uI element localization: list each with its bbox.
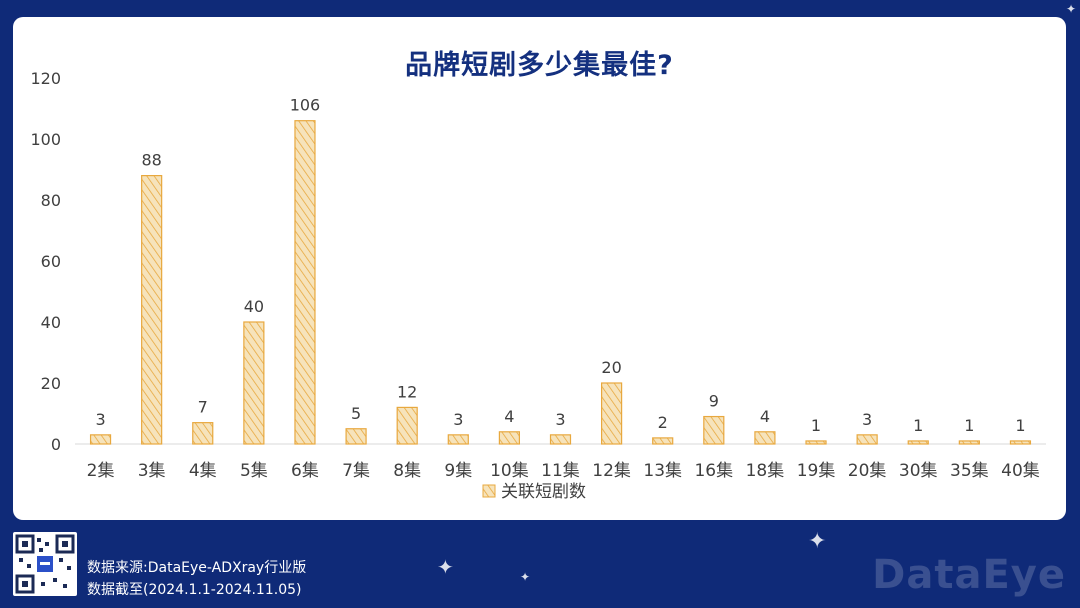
x-tick-label: 11集 [541,461,580,481]
x-tick-label: 13集 [643,461,682,481]
qr-code [13,532,77,596]
data-label: 5 [351,404,361,423]
x-tick-label: 4集 [189,461,217,481]
bar [243,321,265,445]
bar [89,434,112,445]
bar [856,434,878,445]
bar [345,428,367,445]
bar [396,406,418,445]
data-label: 106 [290,96,321,115]
bar [805,440,827,445]
bar [447,434,469,445]
y-tick-label: 0 [51,435,61,454]
x-tick-label: 16集 [694,461,733,481]
data-label: 12 [397,382,417,401]
y-tick-label: 120 [30,69,61,88]
data-label: 4 [760,407,770,426]
sparkle-icon: ✦ [808,529,827,554]
chart-title: 品牌短剧多少集最佳? [405,50,674,81]
y-tick-label: 60 [41,252,61,271]
sparkle-icon: ✦ [520,570,531,584]
data-label: 20 [601,358,621,377]
x-tick-label: 20集 [848,461,887,481]
bar [754,431,776,445]
data-label: 1 [811,416,821,435]
bar [703,415,725,445]
data-period-text: 数据截至(2024.1.1-2024.11.05) [87,582,302,598]
x-tick-label: 10集 [490,461,529,481]
data-label: 4 [504,407,514,426]
sparkle-icon: ✦ [437,555,454,579]
bar [1009,440,1032,445]
bar [958,440,980,445]
data-label: 3 [862,410,872,429]
bar [192,422,214,445]
x-tick-label: 40集 [1001,461,1040,481]
x-tick-label: 2集 [87,461,115,481]
data-label: 2 [658,413,668,432]
x-tick-label: 9集 [444,461,472,481]
data-label: 3 [453,410,463,429]
data-label: 1 [913,416,923,435]
data-label: 3 [95,410,105,429]
y-tick-label: 100 [30,130,61,149]
data-label: 7 [198,398,208,417]
x-tick-label: 35集 [950,461,989,481]
bar [652,437,674,445]
x-tick-label: 30集 [899,461,938,481]
bar [549,434,572,445]
y-tick-label: 20 [41,374,61,393]
bar [141,175,163,445]
data-label: 40 [244,297,264,316]
data-label: 3 [555,410,565,429]
bar-chart: 02040608010012032集883集74集405集1066集57集128… [30,69,1046,502]
dataeye-watermark: DataEye [872,552,1066,598]
x-tick-label: 19集 [797,461,836,481]
chart-card: 品牌短剧多少集最佳? 0 20 40 60 80 100 120 3 2集 88 3集 7 4集 40 5集… [13,17,1066,520]
x-tick-label: 3集 [138,461,166,481]
data-source-text: 数据来源:DataEye-ADXray行业版 [87,560,307,576]
data-label: 9 [709,392,719,411]
y-tick-label: 40 [41,313,61,332]
data-label: 1 [1015,416,1025,435]
legend-swatch [482,484,496,498]
x-tick-label: 8集 [393,461,421,481]
bar [907,440,929,445]
legend-label: 关联短剧数 [501,482,586,502]
x-tick-label: 18集 [746,461,785,481]
sparkle-icon: ✦ [1066,2,1077,16]
bar [294,120,316,445]
data-label: 88 [141,151,161,170]
bar [601,382,623,445]
x-tick-label: 6集 [291,461,319,481]
x-tick-label: 7集 [342,461,370,481]
y-tick-label: 80 [41,191,61,210]
x-tick-label: 12集 [592,461,631,481]
bar [498,431,520,445]
data-label: 1 [964,416,974,435]
x-tick-label: 5集 [240,461,268,481]
